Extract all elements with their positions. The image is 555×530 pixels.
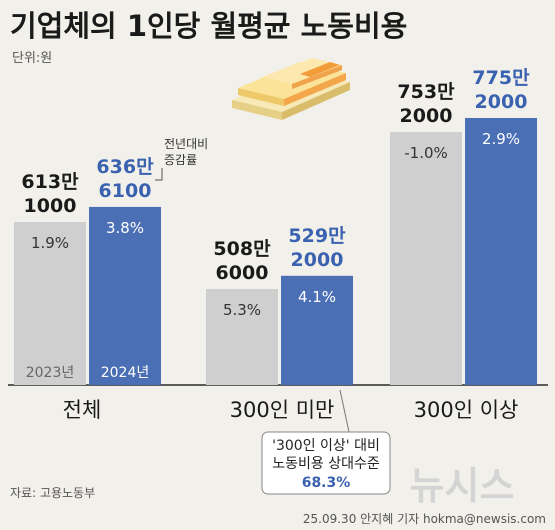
value-label-under300-2024-line2: 2000: [291, 249, 344, 271]
value-label-over300-2023-line1: 753만: [397, 81, 455, 103]
category-label-over300: 300인 이상: [414, 398, 519, 422]
growth-label-all-2023: 1.9%: [31, 234, 69, 252]
ratio-value: 68.3%: [302, 475, 351, 491]
value-label-all-2024-line1: 636만: [96, 156, 154, 178]
legend-2023: 2023년: [26, 365, 75, 381]
bar-over300-2024: [465, 118, 537, 385]
ratio-note-line2: 노동비용 상대수준: [272, 456, 380, 472]
growth-note-line1: 전년대비: [164, 137, 208, 151]
growth-label-under300-2024: 4.1%: [298, 288, 336, 306]
value-label-under300-2023-line2: 6000: [216, 262, 269, 284]
bar-under300-2023: [206, 289, 278, 385]
value-label-all-2023-line2: 1000: [24, 195, 77, 217]
bar-all-2023: [14, 221, 86, 385]
bar-over300-2023: [390, 132, 462, 385]
ratio-note-line1: '300인 이상' 대비: [272, 438, 380, 454]
value-label-over300-2024-line1: 775만: [472, 67, 530, 89]
ratio-callout: '300인 이상' 대비 노동비용 상대수준 68.3%: [261, 389, 391, 495]
growth-label-all-2024: 3.8%: [106, 219, 144, 237]
credit-label: 25.09.30 안지혜 기자 hokma@newsis.com: [303, 512, 546, 526]
unit-label: 단위:원: [12, 51, 52, 66]
gold-bars-icon: [232, 58, 350, 120]
category-label-all: 전체: [63, 398, 102, 422]
value-label-under300-2024-line1: 529만: [288, 225, 346, 247]
value-label-all-2023-line1: 613만: [21, 171, 79, 193]
category-label-under300: 300인 미만: [230, 398, 335, 422]
value-label-all-2024-line2: 6100: [99, 180, 152, 202]
growth-note-line2: 증감률: [164, 153, 197, 167]
value-label-under300-2023-line1: 508만: [213, 238, 271, 260]
growth-label-over300-2023: -1.0%: [404, 144, 448, 162]
legend-2024: 2024년: [101, 365, 150, 381]
growth-label-under300-2023: 5.3%: [223, 301, 261, 319]
watermark-logo: 뉴시스: [410, 464, 515, 508]
source-label: 자료: 고용노동부: [10, 486, 95, 500]
chart-title: 기업체의 1인당 월평균 노동비용: [10, 9, 407, 43]
growth-note: 전년대비 증감률: [155, 137, 208, 181]
growth-label-over300-2024: 2.9%: [482, 130, 520, 148]
bar-all-2024: [89, 206, 161, 385]
value-label-over300-2024-line2: 2000: [475, 91, 528, 113]
bar-under300-2024: [281, 275, 353, 385]
value-label-over300-2023-line2: 2000: [400, 105, 453, 127]
